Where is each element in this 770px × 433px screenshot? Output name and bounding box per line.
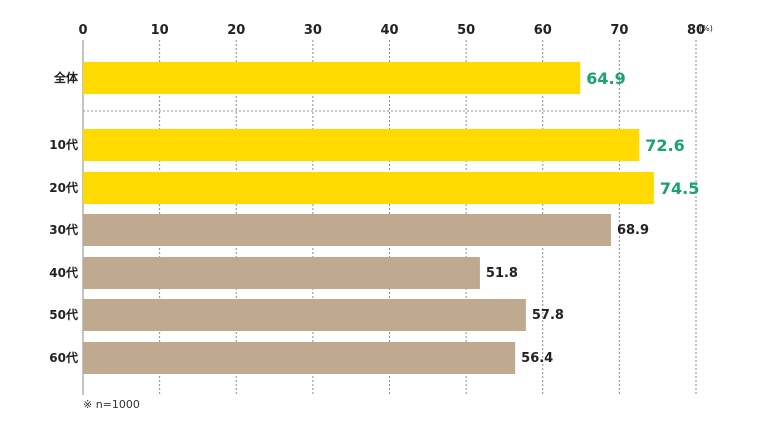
- bar: [83, 299, 526, 331]
- bar: [83, 257, 480, 289]
- x-tick-label: 30: [304, 23, 322, 38]
- x-tick-label: 10: [151, 23, 169, 38]
- x-tick-label: 40: [380, 23, 398, 38]
- x-tick-label: 50: [457, 23, 475, 38]
- bar: [83, 129, 640, 161]
- x-tick-label: 80: [687, 23, 705, 38]
- category-label: 全体: [53, 70, 79, 85]
- category-label: 20代: [49, 180, 78, 195]
- bar: [83, 342, 516, 374]
- data-labels: 64.9 72.6 74.5 68.9 51.8 57.8 56.4: [486, 69, 699, 366]
- category-label: 60代: [49, 350, 78, 365]
- footnote: ※ n=1000: [83, 398, 140, 411]
- data-label: 51.8: [486, 266, 518, 281]
- x-axis: (%) 0 10 20 30 40 50 60 70 80: [78, 23, 712, 38]
- category-label: 50代: [49, 307, 78, 322]
- x-tick-label: 20: [227, 23, 245, 38]
- data-label: 64.9: [586, 69, 625, 88]
- data-label: 57.8: [532, 308, 564, 323]
- data-label: 74.5: [660, 179, 699, 198]
- data-label: 56.4: [521, 351, 553, 366]
- unit-label: (%): [699, 24, 713, 33]
- data-label: 68.9: [617, 223, 649, 238]
- category-label: 40代: [49, 265, 78, 280]
- data-label: 72.6: [645, 136, 684, 155]
- bar: [83, 172, 654, 204]
- x-tick-label: 0: [78, 23, 87, 38]
- category-labels: 全体 10代 20代 30代 40代 50代 60代: [49, 70, 79, 365]
- bar: [83, 214, 611, 246]
- category-label: 10代: [49, 137, 78, 152]
- bar: [83, 62, 581, 94]
- bars: [83, 62, 654, 374]
- x-tick-label: 60: [534, 23, 552, 38]
- category-label: 30代: [49, 222, 78, 237]
- x-tick-label: 70: [610, 23, 628, 38]
